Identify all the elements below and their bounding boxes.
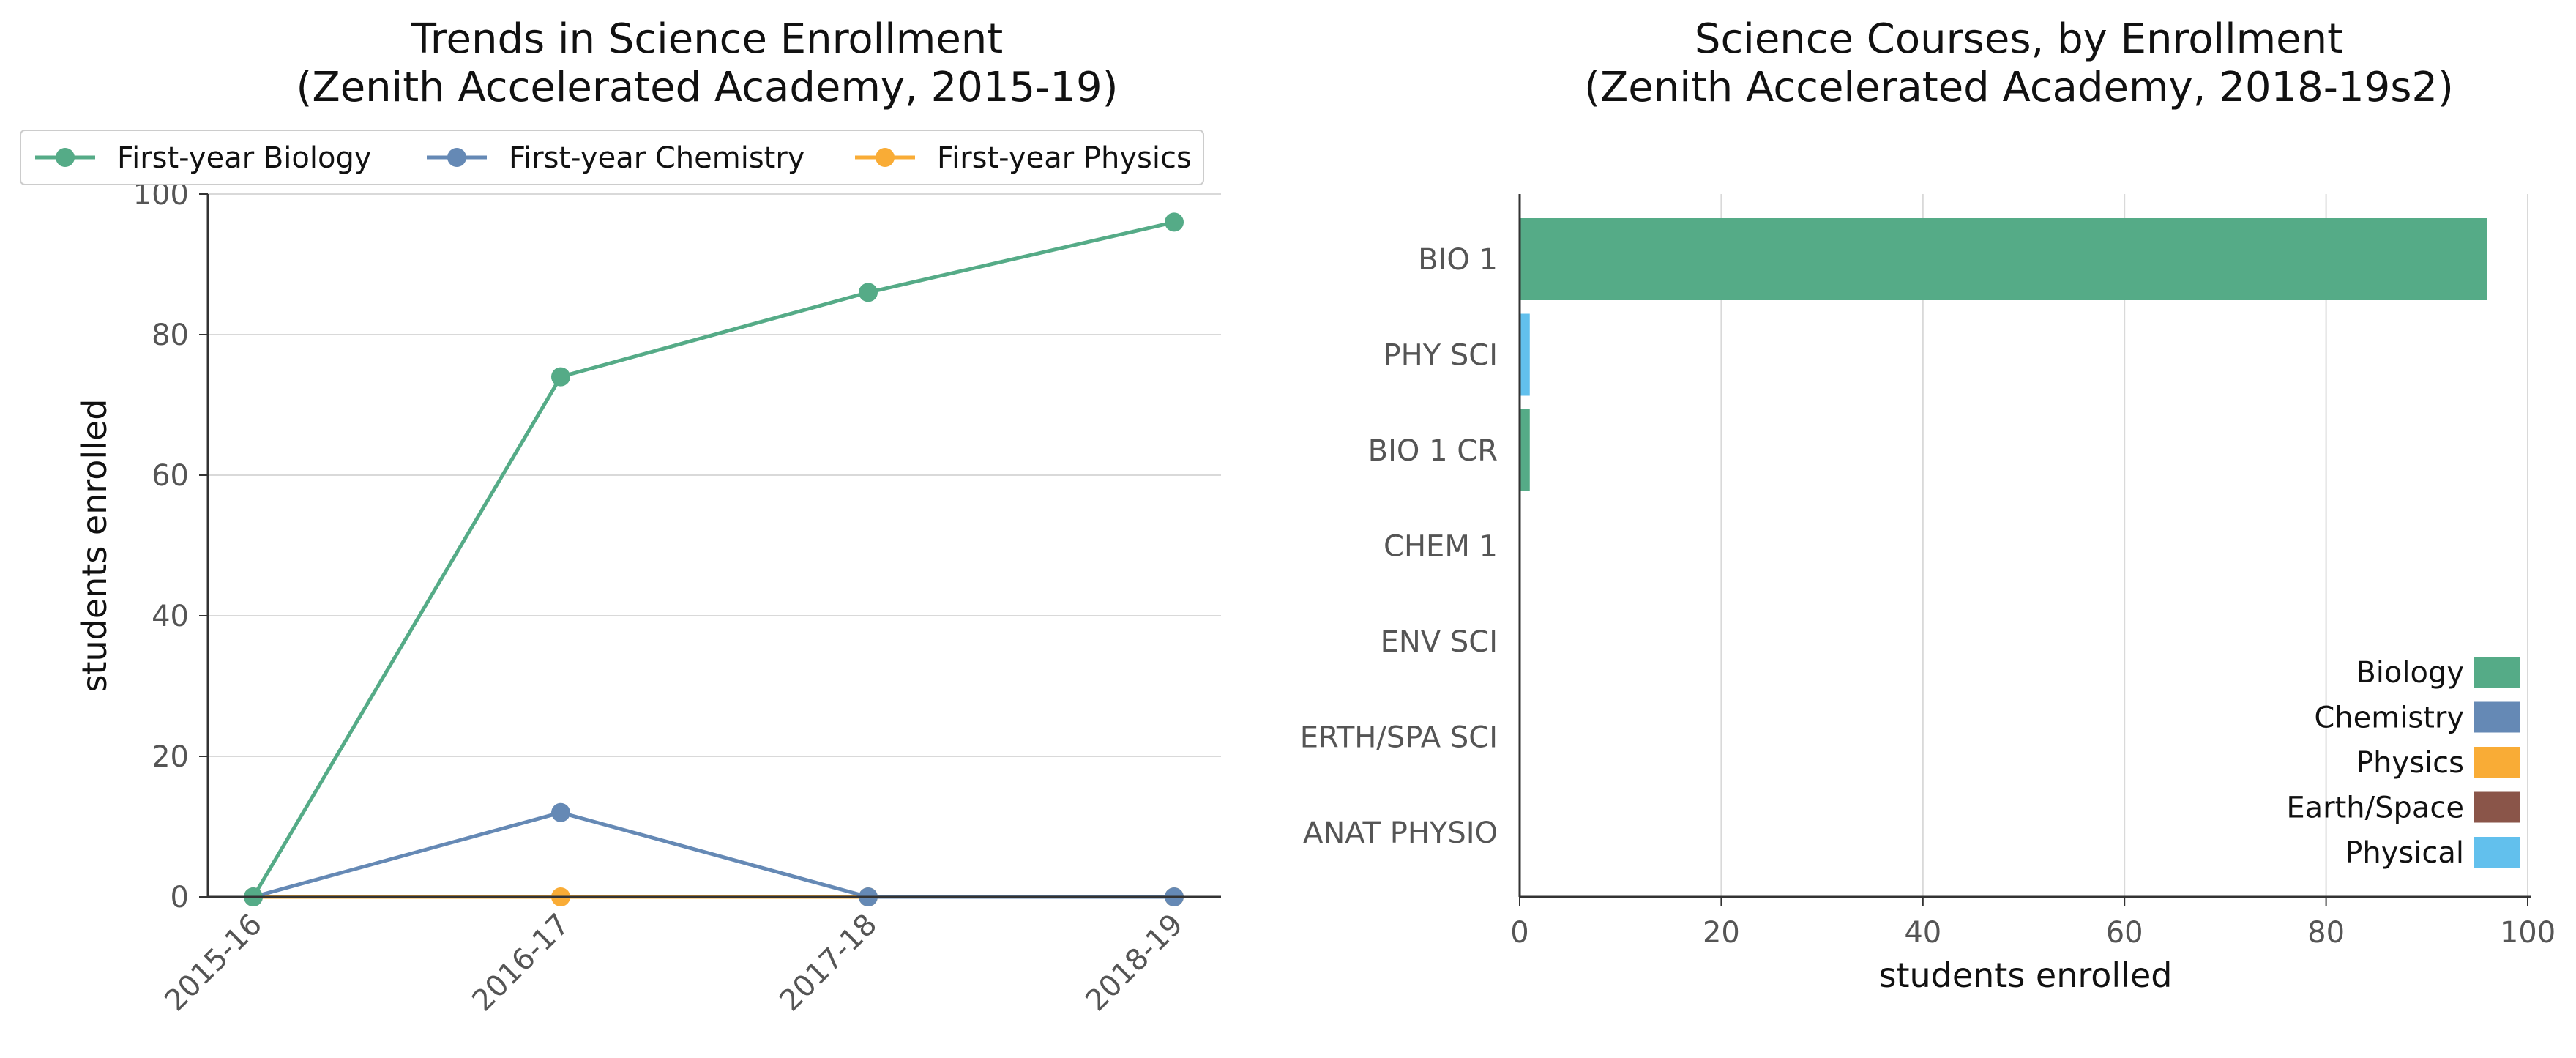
legend-entry-label: Physical	[2345, 836, 2464, 870]
line-chart-x-tick-label: 2016-17	[466, 908, 576, 1018]
line-chart-gridlines	[208, 193, 1221, 757]
bar-chart-category-label: CHEM 1	[1384, 530, 1498, 564]
legend-entry-label: Physics	[2356, 746, 2464, 780]
line-chart-y-tick-label: 0	[171, 881, 189, 914]
bar-chart-x-tick-label: 60	[2106, 916, 2143, 950]
bar-chart-category-label: ENV SCI	[1381, 625, 1498, 659]
bar-chart-x-tick-label: 0	[1510, 916, 1528, 950]
legend-entry-label: First-year Chemistry	[509, 141, 804, 175]
line-chart-subtitle: (Zenith Accelerated Academy, 2015-19)	[296, 64, 1119, 111]
line-chart-series	[244, 212, 1184, 906]
data-point	[551, 802, 570, 822]
bar-chart-category-label: BIO 1	[1418, 243, 1498, 277]
legend-swatch-marker	[876, 148, 895, 167]
bar-chart-bars	[1520, 218, 2487, 491]
line-chart-x-tick-label: 2018-19	[1079, 908, 1190, 1018]
data-point	[859, 283, 878, 302]
bar-chart-x-tick-label: 80	[2307, 916, 2345, 950]
bar-chart-category-label: ERTH/SPA SCI	[1300, 721, 1498, 755]
legend-swatch	[2474, 791, 2520, 823]
line-chart-x-tick-label: 2017-18	[773, 908, 884, 1018]
bar-chart-category-label: BIO 1 CR	[1368, 434, 1498, 468]
bar-chart: Science Courses, by Enrollment (Zenith A…	[1300, 15, 2556, 995]
series-line	[251, 220, 1175, 898]
bar-chart-category-label: ANAT PHYSIO	[1303, 816, 1498, 850]
data-point	[551, 367, 570, 387]
legend-entry-label: First-year Physics	[937, 141, 1192, 175]
legend-swatch-marker	[56, 148, 75, 167]
line-chart-legend: First-year Biology First-year Chemistry Fi…	[20, 130, 1204, 185]
legend-entry-label: First-year Biology	[117, 141, 372, 175]
bar-chart-ticks: 0 20 40 60 80 100 BIO 1 PHY SCI BIO 1 CR CHEM 1 EN…	[1300, 243, 2556, 950]
bar-chart-x-axis-label: students enrolled	[1879, 955, 2173, 995]
line-chart-x-tick-label: 2015-16	[158, 908, 269, 1018]
line-chart-y-tick-label: 20	[152, 740, 189, 774]
bar-chart-title: Science Courses, by Enrollment	[1695, 15, 2343, 63]
legend-swatch	[2474, 837, 2520, 868]
bar	[1520, 409, 1530, 491]
line-chart: Trends in Science Enrollment (Zenith Acc…	[20, 15, 1221, 1018]
line-chart-y-tick-label: 80	[152, 318, 189, 352]
legend-entry-label: Biology	[2356, 656, 2464, 690]
bar-chart-x-tick-label: 20	[1703, 916, 1740, 950]
legend-entry-label: Chemistry	[2314, 701, 2464, 735]
legend-swatch	[2474, 701, 2520, 733]
bar-chart-subtitle: (Zenith Accelerated Academy, 2018-19s2)	[1584, 64, 2454, 111]
data-point	[1165, 212, 1184, 232]
bar-chart-x-tick-label: 40	[1904, 916, 1941, 950]
legend-swatch	[2474, 747, 2520, 778]
line-chart-title: Trends in Science Enrollment	[411, 15, 1003, 63]
bar	[1520, 218, 2487, 300]
bar-chart-category-label: PHY SCI	[1384, 339, 1498, 373]
legend-swatch	[2474, 657, 2520, 688]
series-line	[253, 811, 1174, 899]
bar	[1520, 313, 1530, 396]
line-chart-y-tick-label: 40	[152, 600, 189, 633]
line-chart-y-axis-label: students enrolled	[75, 399, 114, 693]
legend-swatch-marker	[447, 148, 466, 167]
line-chart-y-tick-label: 60	[152, 459, 189, 493]
legend-entry-label: Earth/Space	[2286, 791, 2464, 825]
bar-chart-legend: Biology Chemistry Physics Earth/Space Physic…	[2286, 656, 2520, 870]
bar-chart-x-tick-label: 100	[2500, 916, 2556, 950]
line-chart-legend-frame	[20, 130, 1204, 185]
bar-chart-gridlines	[1720, 194, 2528, 897]
